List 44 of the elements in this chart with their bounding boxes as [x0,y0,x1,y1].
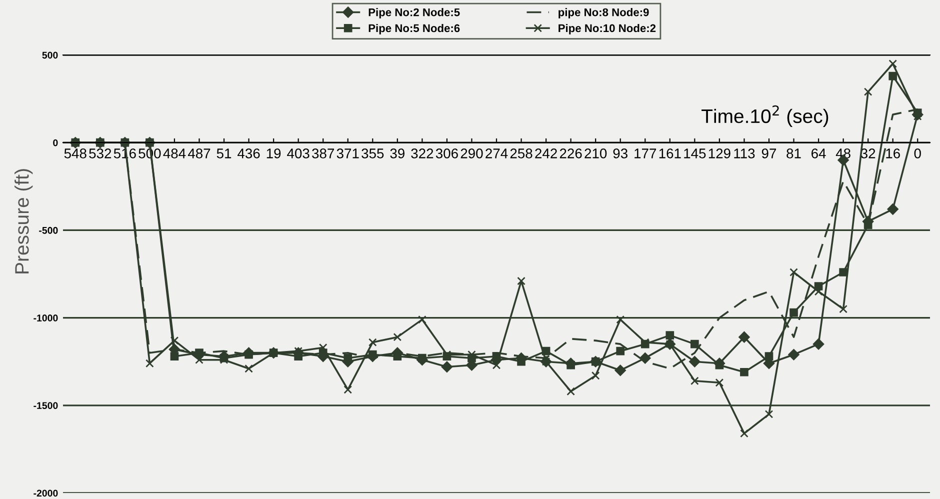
x-tick-label: 484 [163,148,186,158]
x-tick-label: 19 [266,148,281,158]
x-tick-label: 16 [886,148,900,158]
legend-label: Pipe No:2 Node:5 [368,8,460,18]
legend-label: Pipe No:10 Node:2 [558,24,656,34]
x-tick-label: 93 [613,148,628,158]
x-tick-label: 403 [287,148,310,158]
y-tick-label: -1500 [34,402,58,410]
x-tick-label: 355 [362,148,384,158]
x-tick-label: 129 [708,148,730,158]
x-tick-label: 81 [786,148,801,158]
x-tick-label: 64 [812,148,826,158]
x-tick-label: 387 [312,148,334,158]
legend-label: Pipe No:5 Node:6 [368,24,460,34]
x-tick-label: 322 [411,148,434,158]
x-tick-label: 548 [64,148,86,158]
y-tick-label: -2000 [34,490,58,497]
x-tick-label: 306 [436,148,458,158]
x-tick-label: 226 [560,148,582,158]
x-tick-label: 371 [336,148,359,158]
x-tick-label: 39 [390,148,404,158]
x-tick-label: 0 [914,148,921,158]
x-tick-label: 487 [188,148,210,158]
y-tick-label: 500 [42,52,58,59]
x-tick-label: 274 [486,148,508,158]
x-tick-label: 32 [860,148,876,158]
x-tick-label: 161 [659,148,681,158]
x-tick-label: 436 [238,148,260,158]
y-tick-label: -500 [39,226,58,234]
x-tick-label: 177 [634,148,656,158]
x-tick-label: 290 [460,148,483,158]
x-tick-label: 210 [584,148,607,158]
x-tick-label: 113 [734,148,755,158]
y-axis-title: Pressure (ft) [14,169,33,274]
x-tick-label: 258 [510,148,532,158]
x-tick-label: 97 [762,148,776,158]
x-tick-label: 532 [89,148,112,158]
x-tick-label: 51 [216,148,232,158]
x-tick-label: 145 [684,148,706,158]
y-tick-label: 0 [53,139,58,146]
x-tick-label: 242 [535,148,557,158]
x-axis-title: Time.10$^{2}$ (sec) [702,105,828,127]
legend-label: pipe No:8 Node:9 [558,8,649,18]
y-tick-label: -1000 [34,314,58,322]
